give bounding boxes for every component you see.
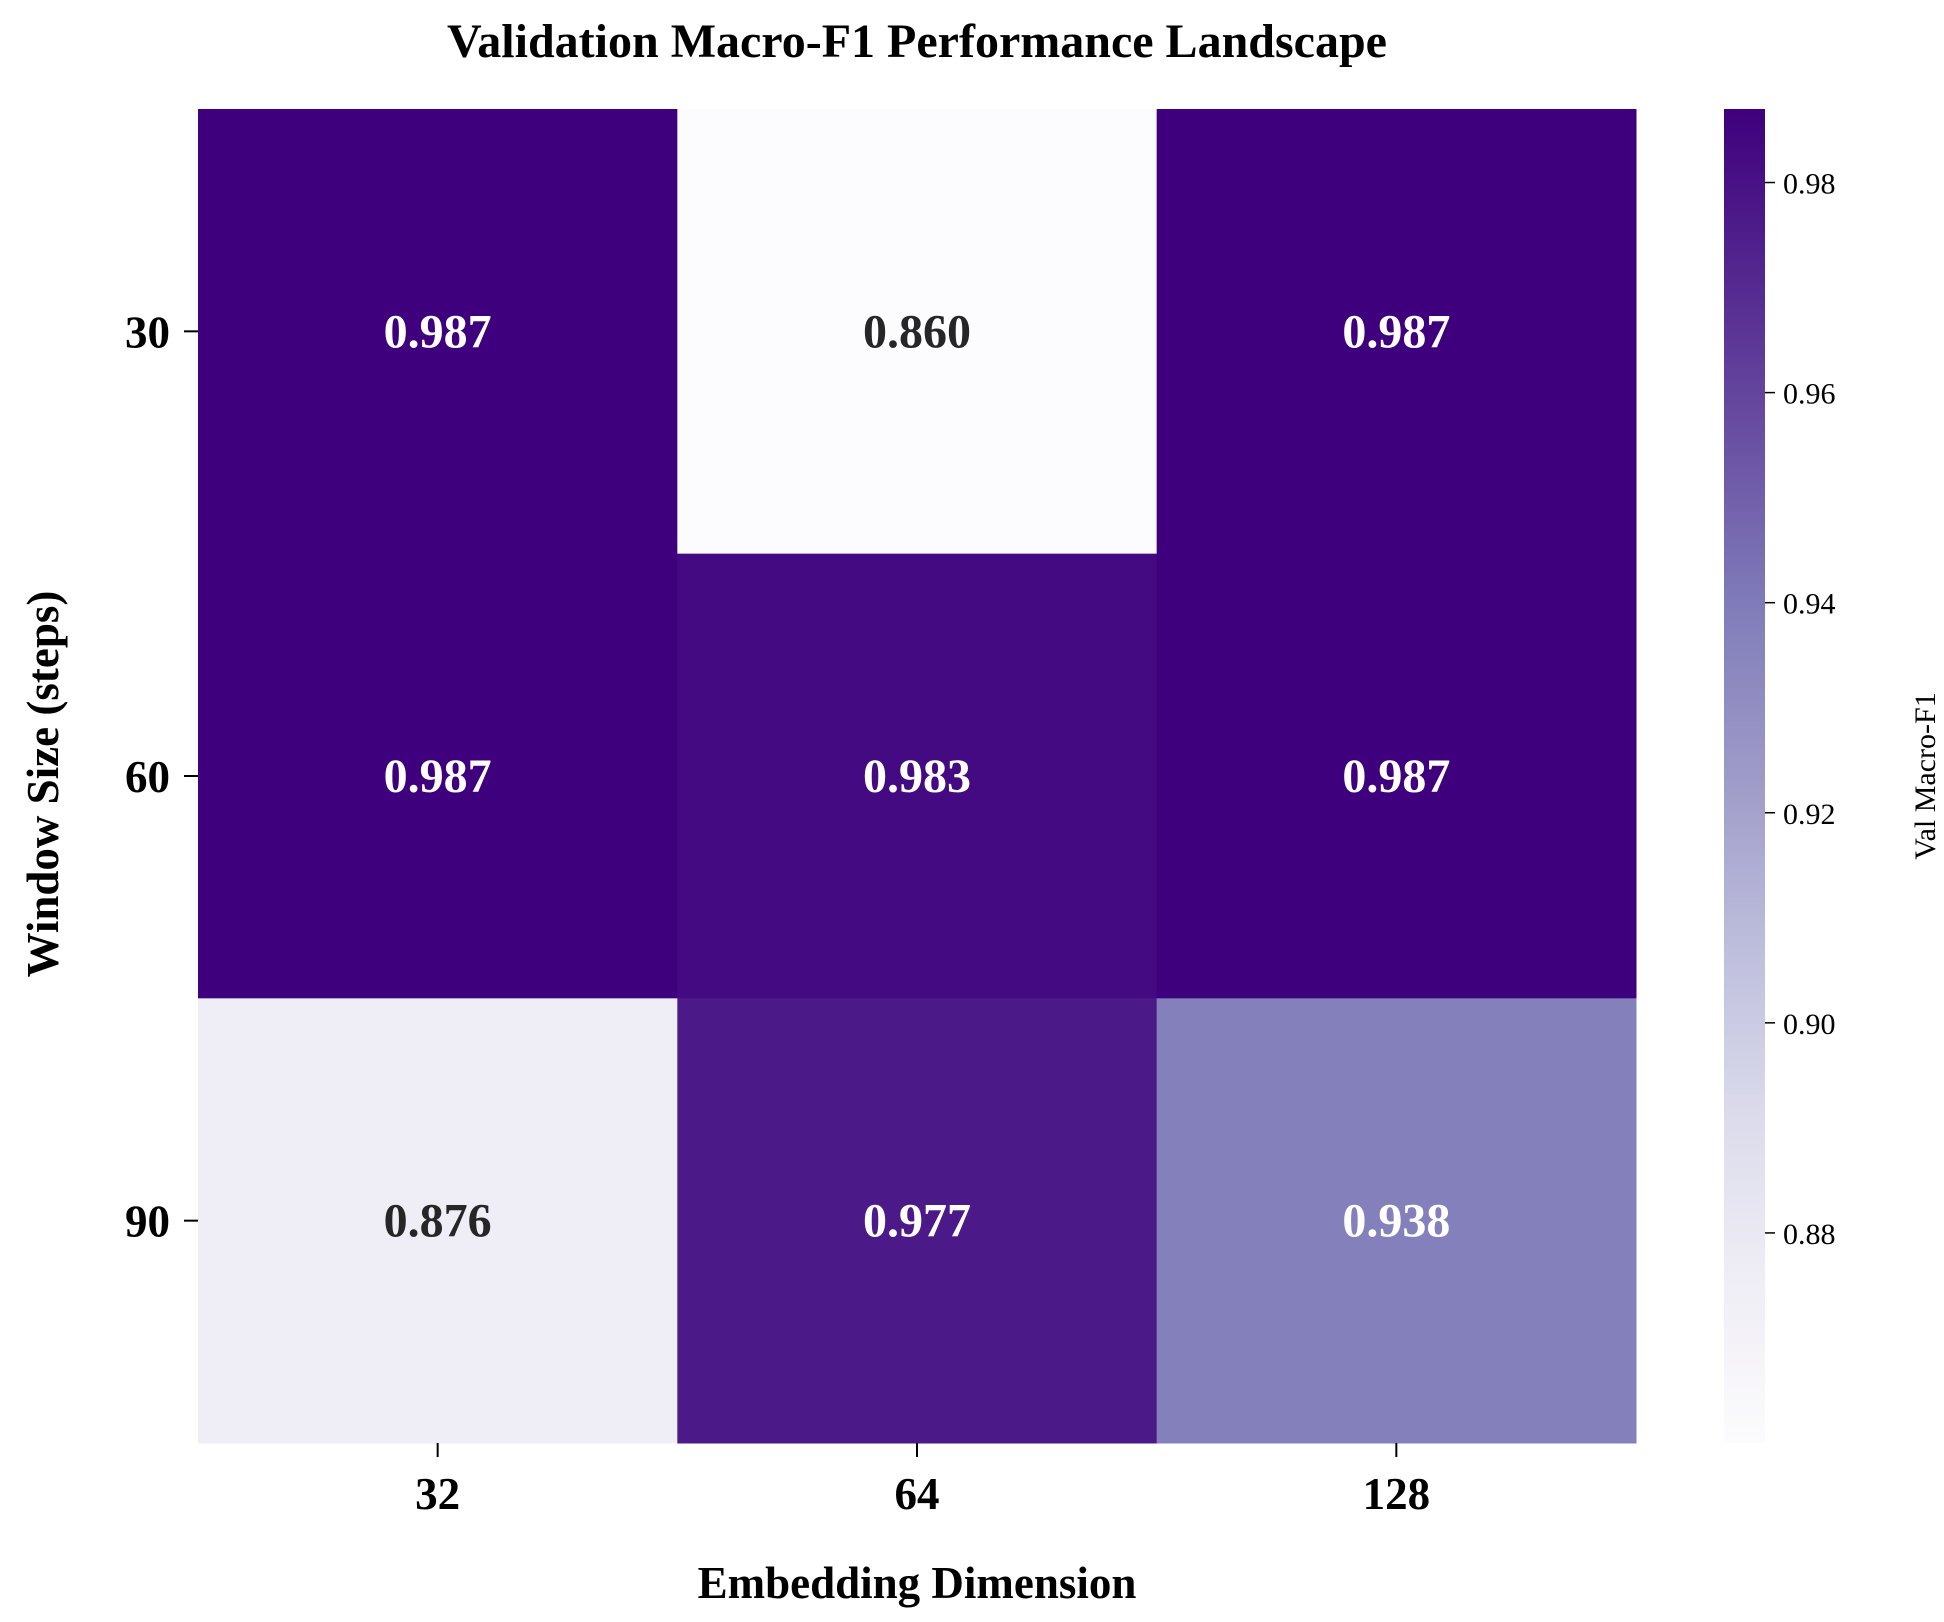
heatmap-cell — [198, 109, 678, 555]
cell-value-label: 0.983 — [863, 750, 971, 803]
cell-value-label: 0.860 — [863, 305, 971, 358]
colorbar-tick-label: 0.96 — [1783, 378, 1836, 411]
cell-value-label: 0.987 — [384, 750, 492, 803]
colorbar-ticks: 0.88 0.90 0.92 0.94 0.96 0.98 — [1765, 168, 1836, 1251]
y-tick-label: 90 — [125, 1197, 170, 1247]
cell-value-label: 0.987 — [384, 305, 492, 358]
heatmap-cells — [198, 109, 1637, 1444]
colorbar-tick-label: 0.94 — [1783, 588, 1836, 621]
colorbar-tick-label: 0.88 — [1783, 1218, 1836, 1251]
y-axis-ticks: 30 60 90 — [125, 307, 198, 1247]
colorbar-gradient — [1724, 109, 1765, 1443]
heatmap-cell — [677, 998, 1158, 1444]
x-tick-label: 128 — [1363, 1469, 1431, 1519]
colorbar: 0.88 0.90 0.92 0.94 0.96 0.98 Val Macro-F1 — [1724, 109, 1942, 1443]
y-tick-label: 30 — [125, 307, 170, 357]
cell-value-label: 0.876 — [384, 1195, 492, 1248]
cell-value-labels: 0.987 0.860 0.987 0.987 0.983 0.987 0.876 0.977… — [384, 305, 1451, 1247]
x-axis-ticks: 32 64 128 — [415, 1443, 1430, 1519]
x-axis-label: Embedding Dimension — [698, 1558, 1137, 1608]
heatmap-cell — [677, 553, 1158, 999]
chart-title: Validation Macro-F1 Performance Landscap… — [447, 15, 1387, 68]
colorbar-tick-label: 0.90 — [1783, 1008, 1836, 1041]
y-axis-label: Window Size (steps) — [18, 591, 68, 978]
heatmap-cell — [677, 109, 1158, 555]
y-tick-label: 60 — [125, 752, 170, 802]
heatmap-cell — [198, 553, 678, 999]
cell-value-label: 0.987 — [1342, 305, 1450, 358]
cell-value-label: 0.977 — [863, 1195, 971, 1248]
heatmap-cell — [198, 998, 678, 1444]
heatmap-cell — [1156, 109, 1637, 555]
cell-value-label: 0.987 — [1342, 750, 1450, 803]
colorbar-label: Val Macro-F1 — [1909, 692, 1942, 859]
heatmap-cell — [1156, 998, 1637, 1444]
colorbar-tick-label: 0.92 — [1783, 798, 1836, 831]
colorbar-tick-label: 0.98 — [1783, 168, 1836, 201]
x-tick-label: 64 — [895, 1469, 940, 1519]
cell-value-label: 0.938 — [1342, 1195, 1450, 1248]
x-tick-label: 32 — [415, 1469, 460, 1519]
heatmap-cell — [1156, 553, 1637, 999]
